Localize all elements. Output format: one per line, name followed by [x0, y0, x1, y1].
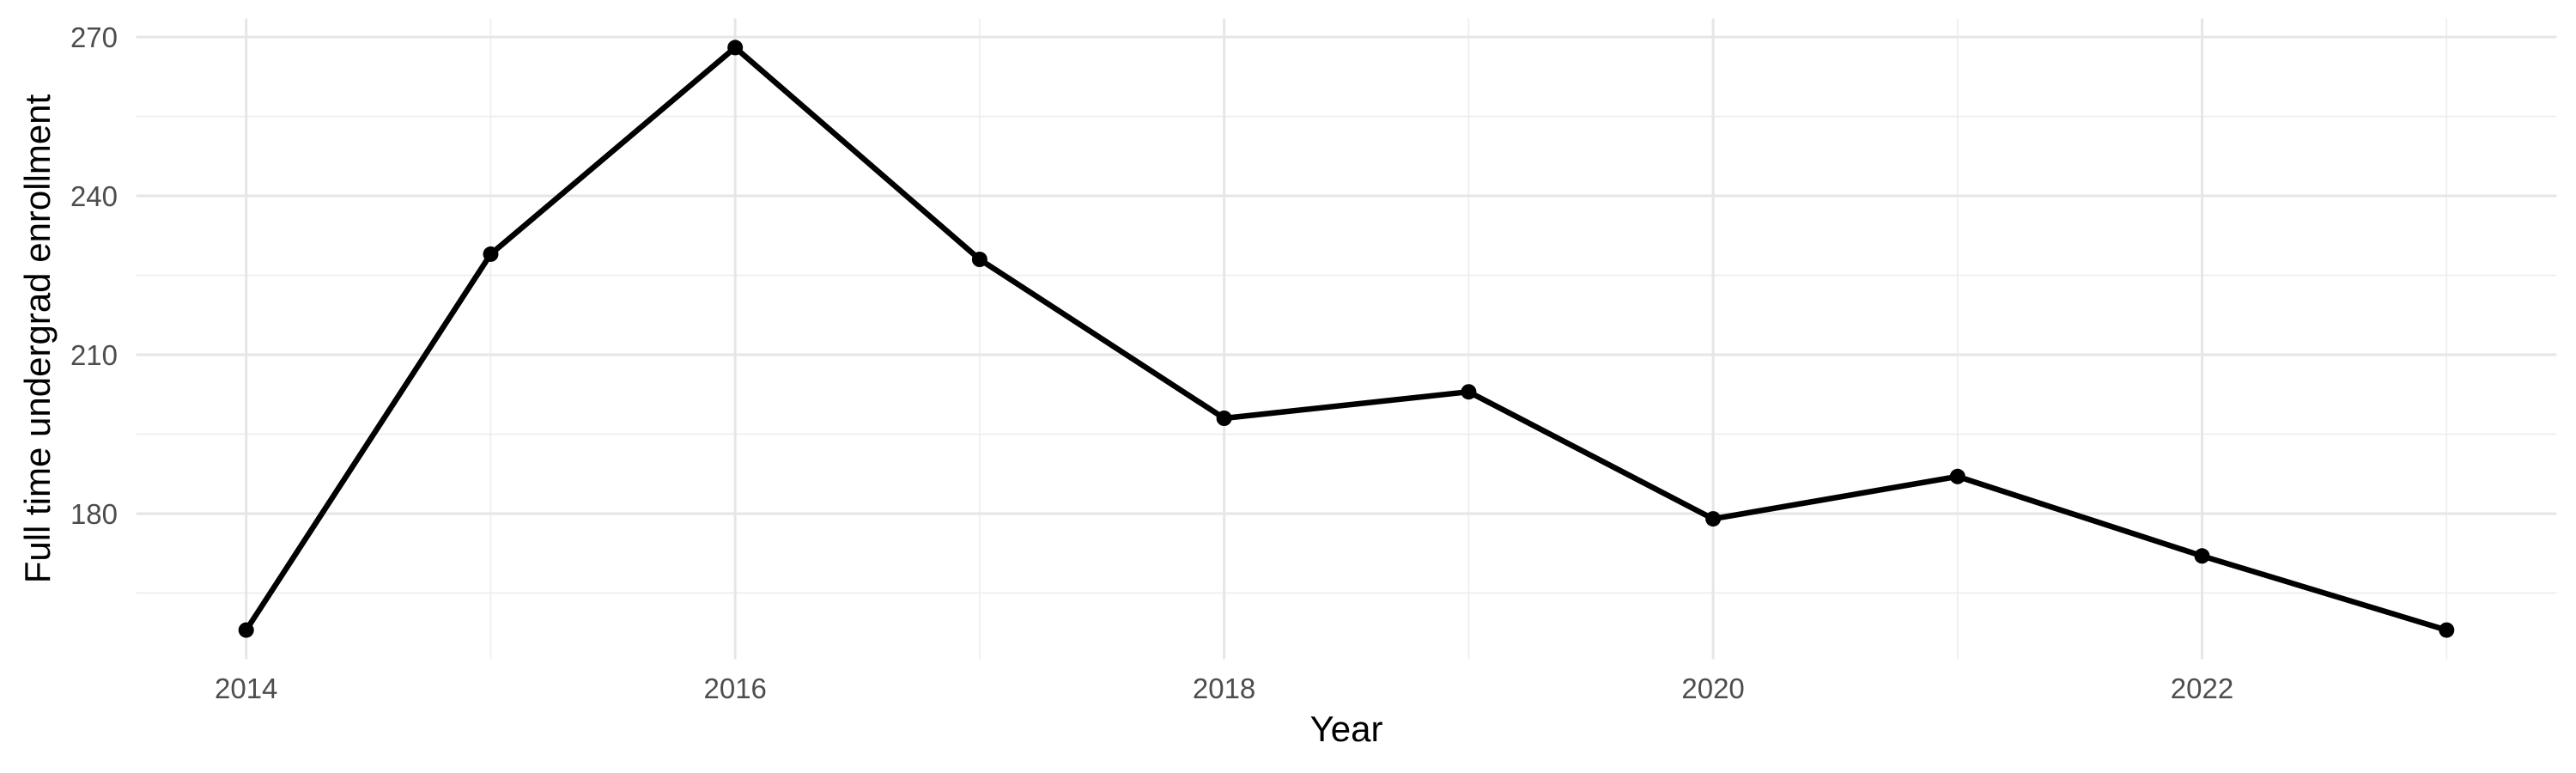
x-axis-title: Year [1310, 709, 1383, 749]
x-tick-label: 2014 [215, 673, 277, 704]
data-point [2194, 548, 2210, 564]
data-point [238, 622, 254, 638]
data-point [1461, 384, 1477, 400]
minor-gridlines [136, 18, 2557, 660]
x-tick-label: 2016 [703, 673, 766, 704]
y-tick-label: 240 [70, 180, 118, 212]
data-point [971, 252, 987, 267]
y-tick-label: 270 [70, 21, 118, 53]
major-gridlines [136, 18, 2557, 660]
data-point [727, 40, 744, 56]
y-axis-title: Full time undergrad enrollment [17, 94, 58, 583]
data-point [1949, 468, 1965, 484]
y-axis-tick-labels: 180 210 240 270 [70, 21, 118, 530]
data-point [2439, 622, 2455, 638]
data-point [1216, 411, 1232, 426]
data-point [483, 246, 499, 262]
enrollment-line [243, 45, 2450, 633]
data-series [238, 40, 2455, 638]
x-tick-label: 2020 [1681, 673, 1744, 704]
x-tick-label: 2022 [2171, 673, 2233, 704]
y-tick-label: 210 [70, 339, 118, 371]
y-tick-label: 180 [70, 498, 118, 530]
x-axis-tick-labels: 2014 2016 2018 2020 2022 [215, 673, 2233, 704]
x-tick-label: 2018 [1193, 673, 1255, 704]
data-point [1705, 511, 1722, 527]
